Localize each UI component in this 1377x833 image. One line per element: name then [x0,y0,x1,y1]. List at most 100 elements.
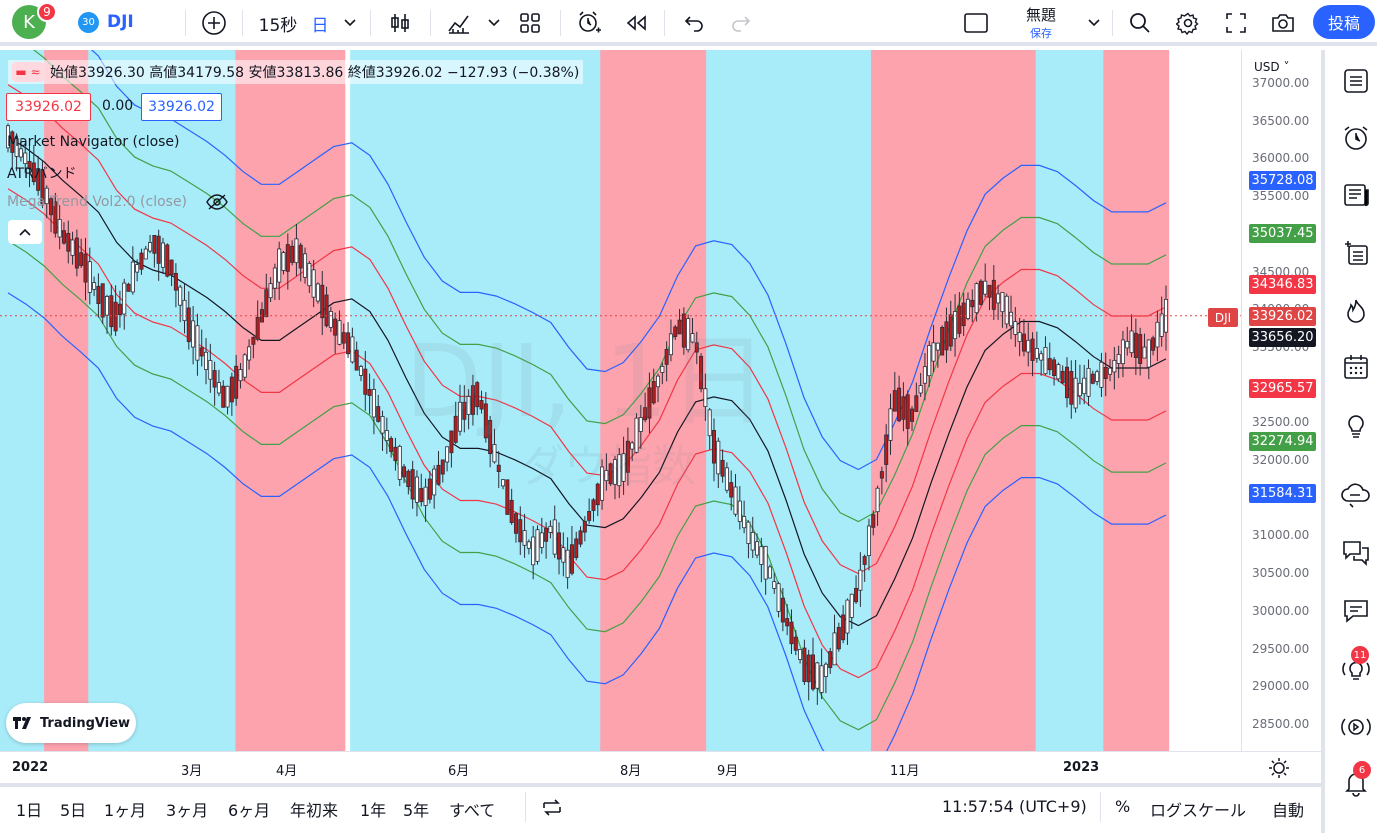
interval-daily[interactable]: 日 [311,15,329,36]
chats-icon[interactable] [1339,536,1373,570]
undo-icon[interactable] [678,0,710,46]
candle [419,473,424,507]
chat-cloud-icon[interactable] [1339,478,1373,512]
tradingview-logo[interactable]: TradingView [6,703,136,743]
clock-timezone[interactable]: 11:57:54 (UTC+9) [942,797,1087,816]
watchlist-icon[interactable] [1339,64,1373,98]
calendar-icon[interactable] [1339,350,1373,384]
gear-icon[interactable] [1172,0,1204,46]
data-window-icon[interactable] [1339,236,1373,270]
candle [802,639,807,685]
candle [1034,331,1039,363]
candle [191,306,196,365]
range-button[interactable]: 5年 [403,801,430,820]
collapse-legend-button[interactable] [8,220,42,244]
candle [759,537,764,583]
candle [272,263,277,301]
symbol-price-tag: DJI [1208,308,1238,327]
candle [935,342,940,368]
candle [371,378,376,435]
indicators-icon[interactable] [443,0,475,46]
buy-price-box[interactable]: 33926.02 [141,93,222,121]
replay-icon[interactable] [620,0,652,46]
price-scale[interactable] [1241,50,1321,751]
chart-pane[interactable] [0,50,1241,751]
indicator-market-navigator[interactable]: Market Navigator (close) [7,134,180,150]
range-button[interactable]: 1日 [16,801,43,820]
search-icon[interactable] [1124,0,1156,46]
log-scale-toggle[interactable]: ログスケール [1150,801,1247,820]
price-chart[interactable] [0,50,1241,751]
range-button[interactable]: 年初来 [290,801,339,820]
range-button[interactable]: 5日 [60,801,87,820]
candle [83,237,88,301]
candle [479,390,484,414]
layout-name-button[interactable]: 無題 保存 [1010,4,1072,41]
price-label: 33656.20 [1249,328,1316,347]
candle [414,470,419,517]
publish-button[interactable]: 投稿 [1313,5,1375,39]
live-stream-icon[interactable] [1339,710,1373,744]
ideas-lightbulb-icon[interactable] [1339,408,1373,442]
chevron-down-icon[interactable] [340,0,360,46]
candle [143,245,148,260]
symbol-icon: 30 [78,12,99,33]
indicator-atr-band[interactable]: ATRバンド [7,166,77,182]
candle [582,516,587,542]
message-icon[interactable] [1339,594,1373,628]
candle [470,374,475,426]
candle [10,130,15,169]
trend-zone [44,50,90,751]
candle [1146,339,1151,380]
fullscreen-icon[interactable] [1220,0,1252,46]
camera-icon[interactable] [1266,0,1300,46]
candle [513,512,518,543]
candle [449,430,454,468]
candle [574,531,579,561]
interval-15s[interactable]: 15秒 [258,15,298,36]
goto-date-icon[interactable] [541,797,563,823]
fullscreen-layout-icon[interactable] [960,0,992,46]
currency-selector[interactable]: USD ˅ [1254,60,1290,74]
redo-icon[interactable] [725,0,757,46]
candle [569,526,574,576]
trend-zone [235,50,346,751]
chart-type-toggle-icon[interactable]: ▬ ≈ [12,62,44,82]
sun-settings-icon[interactable] [1268,757,1290,783]
chevron-down-icon[interactable] [1084,0,1104,46]
hotlist-fire-icon[interactable] [1339,294,1373,328]
range-button[interactable]: 6ヶ月 [228,801,271,820]
candle [483,392,488,443]
candle [346,322,351,358]
time-scale[interactable] [0,751,1321,783]
candle [668,319,673,362]
range-button[interactable]: すべて [449,801,496,820]
indicator-mega-trend[interactable]: Mega Trend Vol2.0 (close) [7,194,188,210]
atr-band-line [90,50,1167,471]
candle [552,505,557,559]
symbol-search-button[interactable]: DJI [107,12,134,32]
candle [750,516,755,558]
alarm-clock-icon[interactable] [1339,121,1373,155]
alert-add-icon[interactable] [573,0,605,46]
layout-grid-icon[interactable] [514,0,546,46]
candle [105,294,110,334]
candle [165,243,170,278]
sell-price-box[interactable]: 33926.02 [6,93,91,121]
time-tick: 6月 [448,764,470,779]
hidden-eye-icon[interactable] [205,193,229,215]
candle [315,282,320,304]
candle [625,427,630,486]
compare-add-icon[interactable] [198,0,230,46]
range-button[interactable]: 3ヶ月 [166,801,209,820]
range-button[interactable]: 1年 [360,801,387,820]
candle [647,372,652,434]
percent-toggle[interactable]: % [1115,797,1131,816]
auto-scale-toggle[interactable]: 自動 [1272,801,1305,820]
range-button[interactable]: 1ヶ月 [104,801,147,820]
candle [376,394,381,423]
chevron-down-icon[interactable] [484,0,504,46]
news-icon[interactable] [1339,178,1373,212]
candle-type-icon[interactable] [384,0,416,46]
candle [337,310,342,346]
